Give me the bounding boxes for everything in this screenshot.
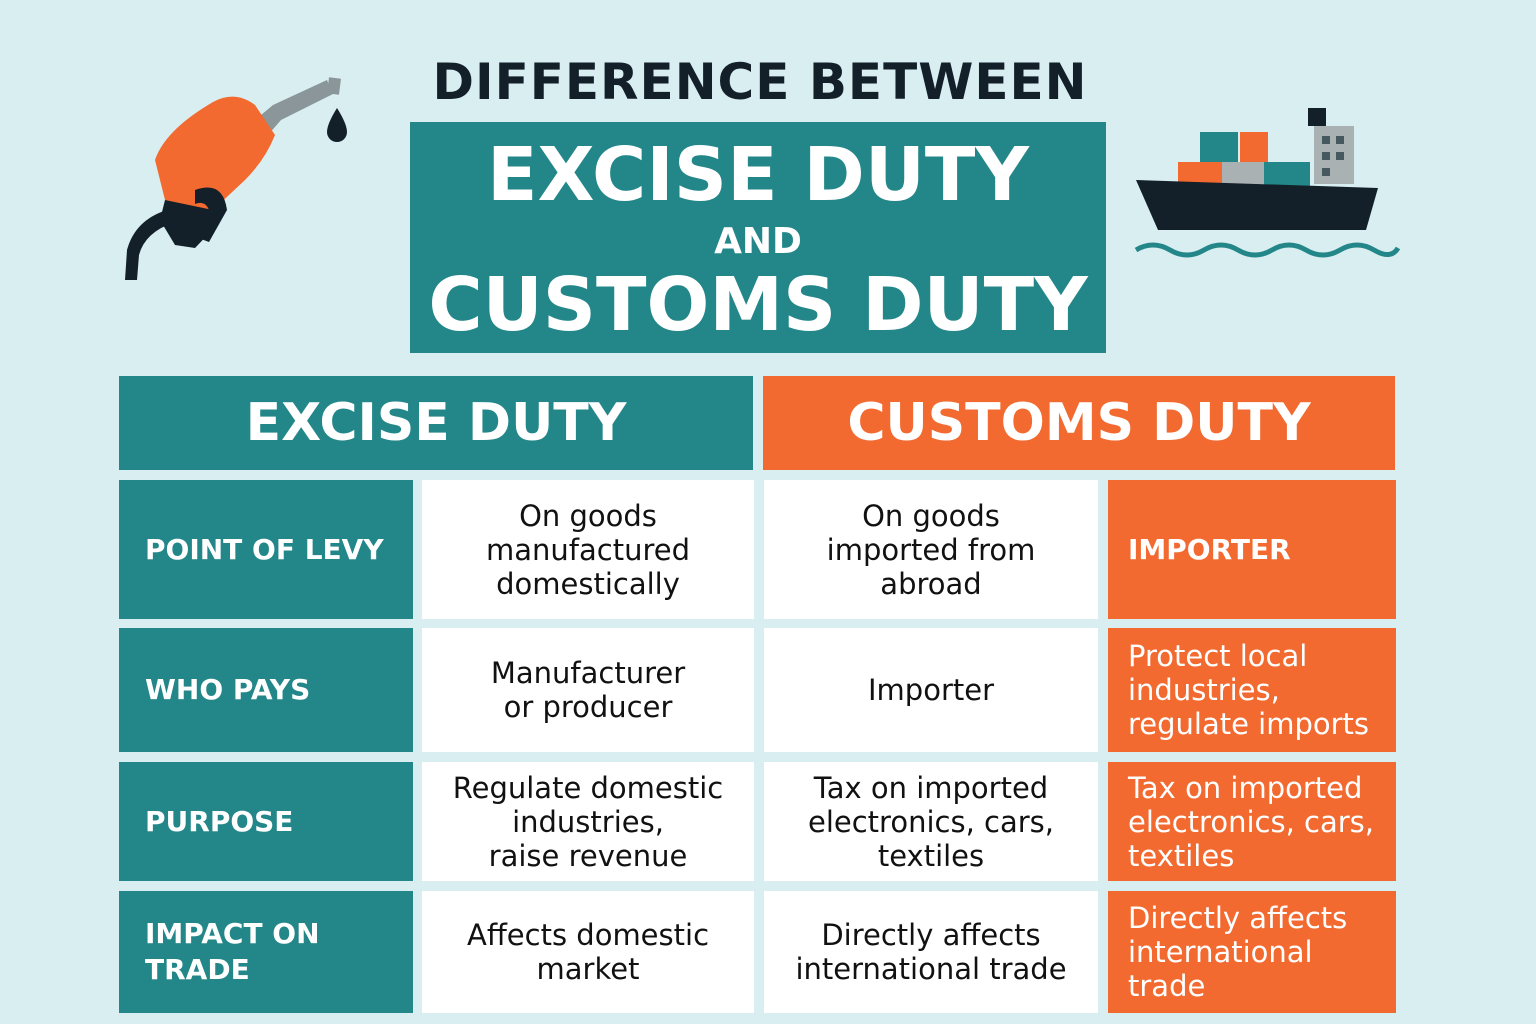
row-label-point-of-levy: POINT OF LEVY [119,480,413,619]
title-customs-duty: CUSTOMS DUTY [428,262,1088,348]
excise-purpose: Regulate domestic industries, raise reve… [422,762,754,881]
customs-purpose: Tax on imported electronics, cars, texti… [764,762,1098,881]
row-label-impact-on-trade: IMPACT ON TRADE [119,891,413,1013]
title-and: AND [714,221,802,262]
customs-point-of-levy: On goods imported from abroad [764,480,1098,619]
title-box: EXCISE DUTY AND CUSTOMS DUTY [410,122,1106,353]
row-label-purpose: PURPOSE [119,762,413,881]
row-label-who-pays: WHO PAYS [119,628,413,752]
cargo-ship-icon [1134,108,1401,258]
page-heading: DIFFERENCE BETWEEN [432,53,1088,111]
customs-side-who-pays: Protect local industries, regulate impor… [1108,628,1396,752]
customs-side-purpose: Tax on imported electronics, cars, texti… [1108,762,1396,881]
fuel-pump-nozzle-icon [125,77,347,280]
customs-side-impact-on-trade: Directly affects international trade [1108,891,1396,1013]
excise-impact-on-trade: Affects domestic market [422,891,754,1013]
column-header-excise: EXCISE DUTY [119,376,753,470]
column-header-customs: CUSTOMS DUTY [763,376,1395,470]
title-excise-duty: EXCISE DUTY [487,132,1029,218]
customs-who-pays: Importer [764,628,1098,752]
excise-point-of-levy: On goods manufactured domestically [422,480,754,619]
customs-impact-on-trade: Directly affects international trade [764,891,1098,1013]
excise-who-pays: Manufacturer or producer [422,628,754,752]
customs-side-point-of-levy: IMPORTER [1108,480,1396,619]
